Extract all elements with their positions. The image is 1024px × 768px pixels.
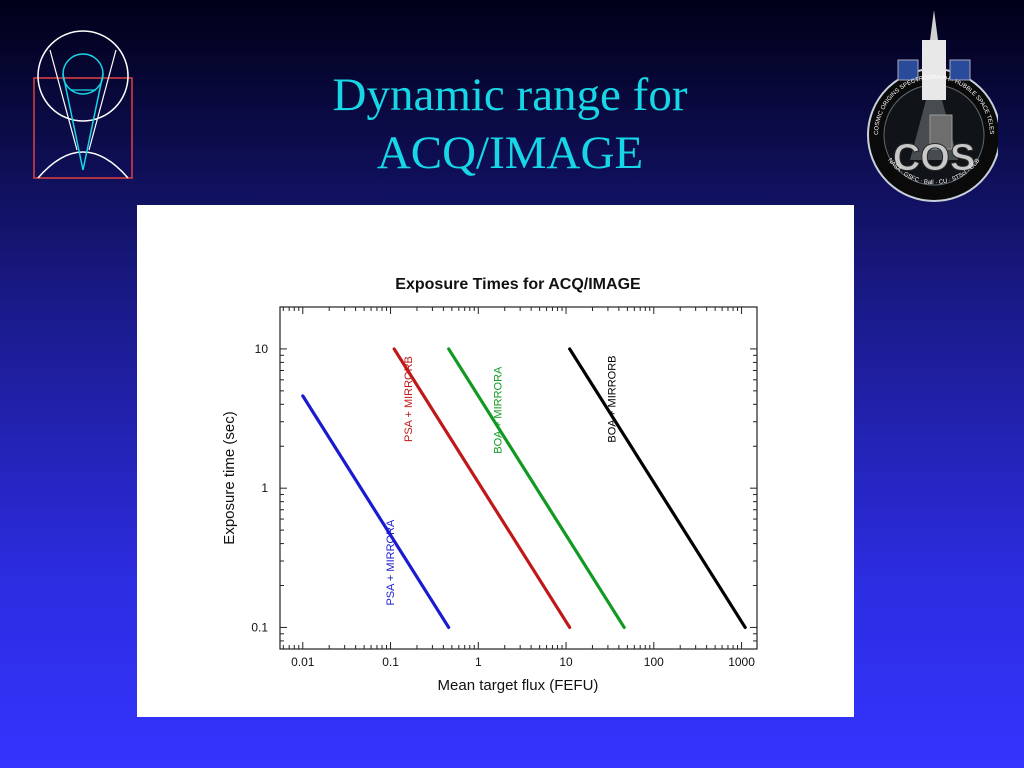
slide-title-line2: ACQ/IMAGE — [376, 127, 644, 179]
plot-frame — [279, 306, 758, 650]
series-line — [301, 394, 451, 630]
hst-telescope-outline-icon — [33, 30, 133, 179]
y-axis-label: Exposure time (sec) — [221, 411, 238, 544]
y-tick-label: 10 — [255, 342, 269, 356]
chart-panel: Exposure Times for ACQ/IMAGE 0.01 0.1 1 10 1… — [137, 205, 854, 717]
y-tick-label: 1 — [261, 481, 268, 495]
cos-logo-text: COS — [893, 137, 975, 179]
x-tick-label: 0.1 — [382, 655, 399, 669]
series-line — [447, 347, 626, 630]
exposure-time-chart: Exposure Times for ACQ/IMAGE 0.01 0.1 1 10 1… — [221, 276, 758, 694]
x-axis-label: Mean target flux (FEFU) — [438, 677, 599, 694]
hst-telescope-logo — [30, 30, 136, 182]
series-line — [568, 347, 747, 630]
slide-title: Dynamic range for ACQ/IMAGE — [250, 66, 770, 182]
x-tick-label: 100 — [644, 655, 664, 669]
x-tick-label: 1 — [475, 655, 482, 669]
x-tick-label: 0.01 — [291, 655, 315, 669]
y-tick-label: 0.1 — [251, 620, 268, 634]
series-label: PSA + MIRRORA — [385, 519, 397, 606]
chart-title: Exposure Times for ACQ/IMAGE — [395, 276, 641, 293]
cos-mission-patch-icon: COS COSMIC ORIGINS SPECTROGRAPH · HUBBLE… — [856, 6, 1001, 202]
x-tick-label: 1000 — [728, 655, 755, 669]
x-tick-label: 10 — [559, 655, 573, 669]
series-label: BOA + MIRRORA — [492, 366, 504, 454]
series-label: BOA + MIRRORB — [606, 355, 618, 442]
series-label: PSA + MIRRORB — [403, 356, 415, 442]
slide-title-line1: Dynamic range for — [332, 69, 688, 121]
series-line — [392, 347, 572, 630]
cos-mission-patch-logo: COS COSMIC ORIGINS SPECTROGRAPH · HUBBLE… — [856, 6, 1001, 206]
